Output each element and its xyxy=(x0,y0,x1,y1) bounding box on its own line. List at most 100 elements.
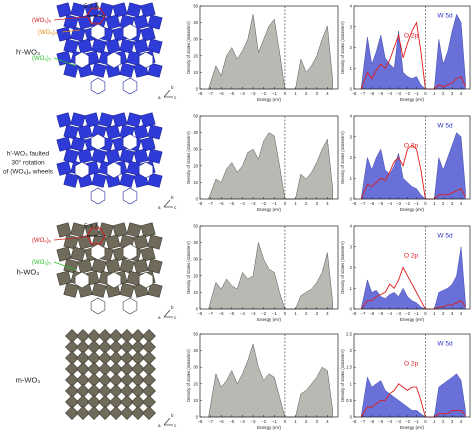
hexagonal-channel xyxy=(122,133,138,151)
octahedron-polyhedron xyxy=(91,148,107,164)
octahedron-polyhedron xyxy=(65,362,79,376)
octahedron-polyhedron xyxy=(56,2,72,18)
x-tick-label: 1 xyxy=(294,201,297,206)
x-tick-label: 1 xyxy=(433,201,436,206)
x-tick-label: 1 xyxy=(294,91,297,96)
octahedron-polyhedron xyxy=(63,62,79,78)
y-tick-label: 2 xyxy=(350,45,353,50)
hexagonal-channel xyxy=(90,77,106,95)
x-tick-label: 0 xyxy=(424,311,427,316)
y-axis-label: Density of states (states/eV) xyxy=(340,349,345,402)
x-tick-label: 0 xyxy=(424,91,427,96)
x-tick-label: 0 xyxy=(284,201,287,206)
o2p-label: O 2p xyxy=(404,33,418,40)
y-tick-label: 3 xyxy=(350,244,353,249)
octahedron-polyhedron xyxy=(76,373,90,387)
x-tick-label: −7 xyxy=(208,201,213,206)
structure-image: a bc 5.1 Å (WO₆)₆ (WO₆)₄ (WO₆)₃ xyxy=(32,1,177,100)
y-tick-label: 0 xyxy=(350,197,353,202)
x-tick-label: −2 xyxy=(405,419,410,424)
octahedron-polyhedron xyxy=(70,2,86,18)
y-tick-label: 0 xyxy=(196,307,199,312)
octahedron-polyhedron xyxy=(131,373,145,387)
x-tick-label: −6 xyxy=(369,201,374,206)
axis-b-arrow xyxy=(163,309,171,318)
y-tick-label: 10 xyxy=(193,290,198,295)
octahedron-polyhedron xyxy=(140,136,156,152)
x-tick-label: −2 xyxy=(261,311,266,316)
octahedron-polyhedron xyxy=(133,124,149,140)
y-axis-label: Density of states (states/eV) xyxy=(186,349,191,402)
x-tick-label: −7 xyxy=(361,419,366,424)
octahedron-polyhedron xyxy=(120,329,134,343)
x-tick-label: −6 xyxy=(219,419,224,424)
octahedron-polyhedron xyxy=(91,258,107,274)
x-tick-label: −4 xyxy=(387,311,392,316)
octahedron-polyhedron xyxy=(133,258,149,274)
x-tick-label: −5 xyxy=(229,311,234,316)
axis-a-label: a xyxy=(158,315,161,320)
octahedron-polyhedron xyxy=(142,395,156,409)
hexagonal-channel xyxy=(106,161,122,179)
y-axis-label: Density of states (states/eV) xyxy=(340,241,345,294)
total-dos-area xyxy=(208,132,333,200)
octahedron-polyhedron xyxy=(56,222,72,238)
octahedron-polyhedron xyxy=(120,373,134,387)
octahedron-polyhedron xyxy=(119,258,135,274)
y-tick-label: 2 xyxy=(350,265,353,270)
x-tick-label: 4 xyxy=(326,419,329,424)
octahedron-polyhedron xyxy=(142,406,156,420)
y-tick-label: 20 xyxy=(193,273,198,278)
x-tick-label: −2 xyxy=(261,419,266,424)
octahedron-polyhedron xyxy=(63,14,79,30)
distance-label: 5.4 Å xyxy=(84,221,100,230)
octahedron-polyhedron xyxy=(131,384,145,398)
octahedron-polyhedron xyxy=(76,351,90,365)
y-tick-label: 30 xyxy=(193,257,198,262)
x-tick-label: −3 xyxy=(396,91,401,96)
octahedron-polyhedron xyxy=(91,38,107,54)
octahedron-polyhedron xyxy=(120,395,134,409)
octahedron-polyhedron xyxy=(76,329,90,343)
octahedron-polyhedron xyxy=(70,222,86,238)
octahedron-polyhedron xyxy=(84,112,100,128)
y-tick-label: 50 xyxy=(193,224,198,229)
x-tick-label: 2 xyxy=(305,91,308,96)
y-tick-label: 40 xyxy=(193,130,198,135)
octahedron-polyhedron xyxy=(120,384,134,398)
x-tick-label: −5 xyxy=(378,91,383,96)
x-axis-label: Energy (eV) xyxy=(400,207,425,212)
ring6-pointer xyxy=(53,236,87,241)
y-tick-label: 0 xyxy=(196,415,199,420)
octahedron-polyhedron xyxy=(63,124,79,140)
x-tick-label: −1 xyxy=(414,419,419,424)
octahedron-polyhedron xyxy=(76,340,90,354)
octahedron-polyhedron xyxy=(77,148,93,164)
partial-dos-plot: −8 −7 −6 −5 −4 −3 −2 −1 0 1 2 3 4 0 1 2 3 4 Energy (eV) Den… xyxy=(340,224,471,322)
ring4-label: (WO₆)₄ xyxy=(38,30,58,36)
y-axis-label: Density of states (states/eV) xyxy=(186,131,191,184)
octahedron-polyhedron xyxy=(109,340,123,354)
w5d-dos-area xyxy=(360,373,466,418)
octahedron-polyhedron xyxy=(133,234,149,250)
y-tick-label: 1.5 xyxy=(346,365,352,370)
x-tick-label: −8 xyxy=(198,91,203,96)
x-tick-label: 1 xyxy=(433,419,436,424)
y-tick-label: 40 xyxy=(193,348,198,353)
y-tick-label: 1 xyxy=(350,381,353,386)
axis-c-label: c xyxy=(174,423,177,428)
hexagonal-channel xyxy=(106,51,122,69)
x-tick-label: −4 xyxy=(240,91,245,96)
axis-b-arrow xyxy=(163,199,171,208)
octahedron-polyhedron xyxy=(56,246,72,262)
octahedron-polyhedron xyxy=(147,14,163,30)
x-tick-label: −4 xyxy=(240,311,245,316)
octahedron-polyhedron xyxy=(98,373,112,387)
octahedron-polyhedron xyxy=(98,362,112,376)
x-tick-label: 2 xyxy=(305,419,308,424)
hexagonal-channel xyxy=(90,23,106,41)
total-dos-area xyxy=(208,343,333,418)
